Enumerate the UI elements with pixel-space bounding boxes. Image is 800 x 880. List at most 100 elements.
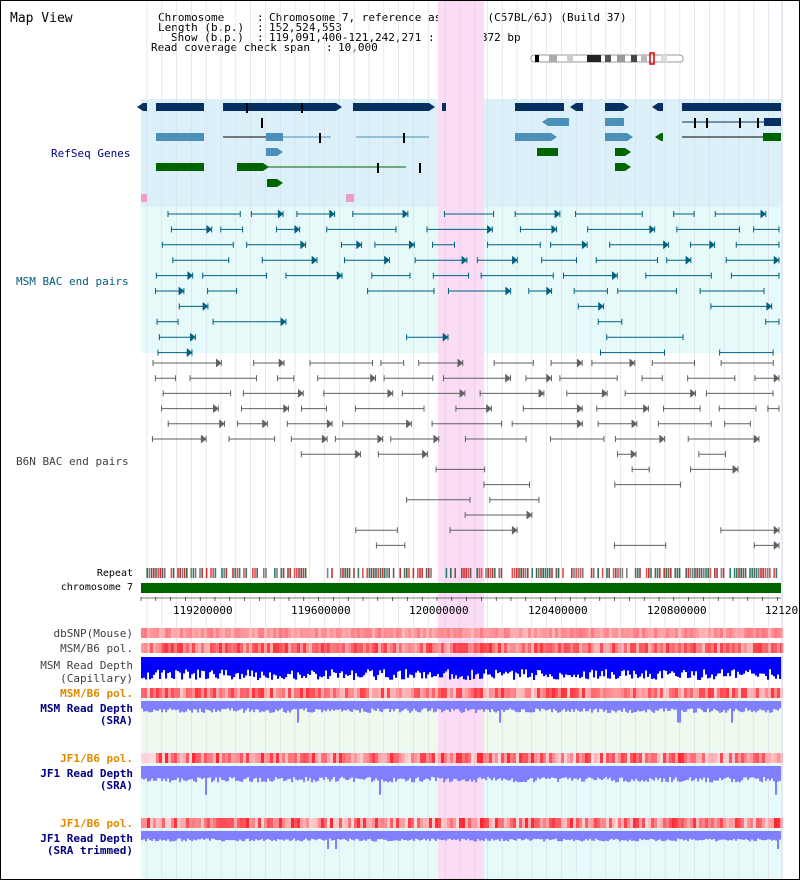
- depth-bar: [617, 657, 620, 679]
- depth-bar: [705, 701, 708, 713]
- msm-bac-track[interactable]: [155, 209, 780, 358]
- depth-bar: [329, 701, 332, 712]
- depth-bar: [751, 766, 754, 778]
- heat-cell: [429, 818, 433, 828]
- depth-bar: [639, 766, 642, 782]
- heat-cell: [279, 643, 283, 653]
- depth-bar: [315, 766, 318, 782]
- b6n-bac-track[interactable]: [151, 358, 780, 550]
- depth-bar: [487, 657, 490, 675]
- heat-cell: [621, 818, 625, 828]
- repeat-mark: [540, 568, 542, 578]
- depth-bar: [497, 657, 500, 674]
- depth-bar: [515, 766, 518, 781]
- heat-cell: [474, 753, 478, 763]
- gene-exon-tick: [261, 118, 263, 128]
- heat-cell: [654, 753, 658, 763]
- depth-bar: [309, 657, 312, 675]
- heat-cell: [246, 643, 250, 653]
- heat-cell: [201, 643, 205, 653]
- track-label-refseq-genes[interactable]: RefSeq Genes: [51, 147, 131, 160]
- depth-bar: [331, 766, 334, 780]
- repeat-mark: [527, 568, 529, 578]
- repeat-mark: [300, 568, 302, 578]
- heat-cell: [549, 688, 553, 698]
- repeat-mark: [738, 568, 740, 578]
- bac-end-arrow: [486, 404, 492, 414]
- depth-bar: [299, 766, 302, 780]
- heat-cell: [576, 818, 580, 828]
- depth-bar: [667, 701, 670, 711]
- depth-bar: [553, 831, 556, 840]
- depth-bar: [205, 831, 208, 839]
- heat-cell: [351, 643, 355, 653]
- depth-bar: [523, 701, 526, 710]
- chromosome-bar[interactable]: [141, 583, 781, 593]
- depth-bar: [237, 766, 240, 781]
- depth-bar: [161, 657, 164, 673]
- repeat-mark: [304, 568, 307, 578]
- heat-cell: [726, 818, 730, 828]
- depth-bar: [527, 766, 530, 780]
- heat-cell: [486, 628, 490, 638]
- depth-bar: [585, 766, 588, 780]
- depth-bar: [701, 831, 704, 841]
- depth-bar: [217, 766, 220, 783]
- heat-cell: [249, 688, 253, 698]
- heat-cell: [594, 643, 598, 653]
- depth-bar: [171, 766, 174, 781]
- heat-cell: [288, 753, 292, 763]
- info-colon: :: [257, 21, 264, 34]
- depth-bar: [239, 766, 242, 782]
- heat-cell: [717, 753, 721, 763]
- heat-cell: [654, 688, 658, 698]
- depth-bar: [647, 701, 650, 710]
- heat-cell: [231, 628, 235, 638]
- depth-bar: [151, 657, 154, 679]
- heat-cell: [360, 628, 364, 638]
- depth-bar: [593, 766, 596, 780]
- heat-cell: [678, 818, 682, 828]
- depth-bar: [575, 657, 578, 678]
- track-label-msm-bac[interactable]: MSM BAC end pairs: [16, 275, 129, 288]
- heat-cell: [540, 818, 544, 828]
- depth-bar: [223, 657, 226, 676]
- depth-bar: [223, 701, 226, 710]
- depth-bar: [625, 766, 628, 781]
- heat-cell: [333, 818, 337, 828]
- depth-bar: [313, 831, 316, 840]
- highlight-region[interactable]: [438, 1, 484, 880]
- depth-bar: [153, 766, 156, 781]
- depth-bar: [507, 701, 510, 710]
- chromosome-ideogram[interactable]: [530, 52, 684, 65]
- repeat-mark: [348, 568, 351, 578]
- depth-bar: [723, 701, 726, 711]
- depth-bar: [349, 831, 352, 839]
- repeat-mark: [729, 568, 731, 578]
- heat-cell: [420, 818, 424, 828]
- heat-cell: [723, 643, 727, 653]
- heat-cell: [477, 643, 481, 653]
- depth-bar: [773, 701, 776, 710]
- repeat-mark: [232, 568, 234, 578]
- heat-cell: [381, 643, 385, 653]
- heat-cell: [282, 818, 286, 828]
- heat-cell: [735, 643, 739, 653]
- depth-bar: [757, 701, 760, 711]
- depth-bar: [285, 831, 288, 840]
- refseq-genes-track[interactable]: [137, 103, 781, 202]
- depth-bar: [525, 766, 528, 782]
- track-label-b6n-bac[interactable]: B6N BAC end pairs: [16, 455, 129, 468]
- depth-bar: [211, 657, 214, 671]
- heat-cell: [492, 688, 496, 698]
- depth-bar: [547, 766, 550, 779]
- heat-cell: [480, 753, 484, 763]
- heat-cell: [588, 818, 592, 828]
- depth-bar: [747, 831, 750, 841]
- depth-bar: [483, 701, 486, 712]
- depth-bar: [751, 657, 754, 674]
- depth-bar: [321, 657, 324, 678]
- bac-end-arrow: [732, 464, 739, 474]
- heat-cell: [324, 643, 328, 653]
